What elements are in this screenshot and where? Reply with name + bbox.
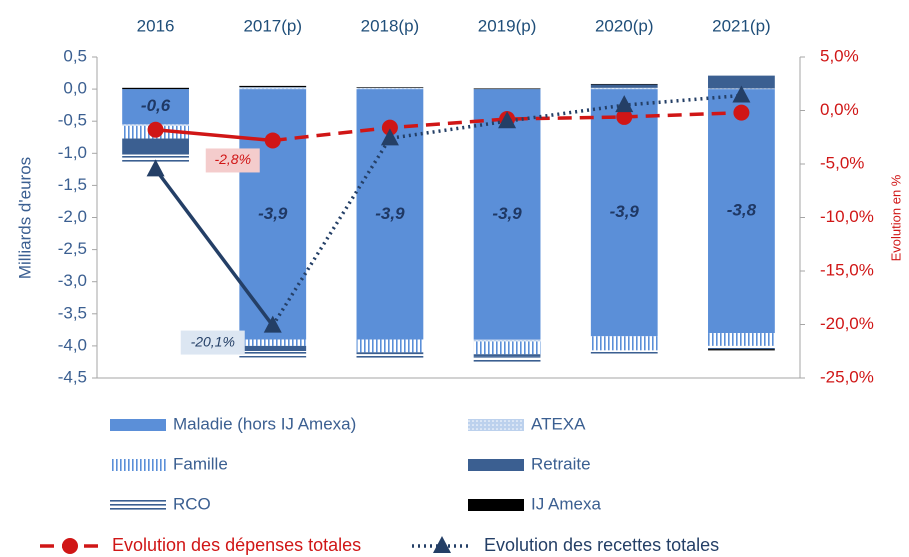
bar [590, 89, 658, 337]
bar [473, 339, 541, 342]
line-marker [263, 315, 282, 333]
bar [473, 341, 541, 355]
y2-tick-label: -15,0% [820, 260, 874, 279]
line-marker [733, 104, 750, 121]
line-marker [615, 95, 634, 113]
y-tick-label: -0,5 [58, 111, 87, 130]
bar [239, 351, 307, 358]
bar [122, 138, 189, 155]
y2-tick-label: -5,0% [820, 153, 864, 172]
line-marker [147, 121, 164, 138]
x-tick-label: 2016 [137, 16, 175, 35]
bar [590, 84, 658, 88]
bar [239, 345, 307, 352]
y-tick-label: -2,5 [58, 239, 87, 258]
line [154, 168, 275, 327]
legend-swatch [110, 459, 166, 471]
y2-tick-label: 5,0% [820, 46, 859, 65]
y2-tick-label: -25,0% [820, 367, 874, 386]
x-tick-label: 2017(p) [243, 16, 302, 35]
bar [122, 154, 189, 163]
y-tick-label: -4,5 [58, 367, 87, 386]
bar [473, 356, 541, 363]
bar [122, 87, 189, 90]
data-label-box [205, 148, 260, 173]
y-tick-label: -3,5 [58, 303, 87, 322]
legend-swatch [468, 499, 524, 511]
line-marker [498, 111, 517, 129]
line [155, 128, 273, 143]
x-tick-label: 2021(p) [712, 16, 771, 35]
line-marker [381, 119, 398, 136]
bar [473, 89, 541, 340]
x-tick-label: 2018(p) [361, 16, 420, 35]
line-marker [264, 132, 281, 149]
bar [708, 89, 775, 334]
y2-axis-title: Evolution en % [888, 174, 903, 261]
x-tick-label: 2020(p) [595, 16, 654, 35]
bar [356, 352, 424, 355]
data-label-box [180, 330, 245, 355]
legend-label: Retraite [531, 454, 591, 473]
bar-value-label: -3,9 [610, 202, 640, 221]
bar [122, 89, 189, 125]
legend-marker [62, 538, 78, 554]
legend-swatch [110, 499, 166, 511]
bar [590, 83, 658, 85]
legend-label: Evolution des recettes totales [484, 535, 719, 555]
y-tick-label: -3,0 [58, 271, 87, 290]
y-tick-label: -4,0 [58, 335, 87, 354]
legend-label: Famille [173, 454, 228, 473]
y-tick-label: 0,5 [63, 46, 87, 65]
legend-swatch [110, 419, 166, 431]
bar [708, 333, 775, 346]
bar-value-label: -3,9 [375, 204, 405, 223]
y2-tick-label: -10,0% [820, 207, 874, 226]
legend-label: Evolution des dépenses totales [112, 535, 361, 555]
y-tick-label: -2,0 [58, 207, 87, 226]
bar [239, 87, 307, 90]
bar [239, 339, 307, 346]
legend-label: Maladie (hors IJ Amexa) [173, 414, 356, 433]
y2-tick-label: 0,0% [820, 100, 859, 119]
bar [473, 354, 541, 357]
line-marker [380, 128, 399, 146]
line [272, 110, 742, 143]
legend-label: ATEXA [531, 414, 586, 433]
legend-swatch [468, 419, 524, 431]
bar [356, 354, 424, 360]
bar [708, 345, 775, 350]
legend-swatch [468, 459, 524, 471]
line-marker [616, 108, 633, 125]
y-tick-label: -1,5 [58, 175, 87, 194]
legend-marker [433, 536, 451, 553]
bar-value-label: -3,9 [258, 204, 288, 223]
bar [708, 75, 775, 89]
legend-label: IJ Amexa [531, 494, 601, 513]
line-marker [146, 159, 165, 177]
y2-tick-label: -20,0% [820, 314, 874, 333]
bar-value-label: -0,6 [141, 96, 171, 115]
bar [356, 87, 424, 90]
bar [708, 349, 775, 351]
bar [473, 88, 541, 90]
bar [356, 339, 424, 353]
line-marker [732, 85, 751, 103]
y-tick-label: -1,0 [58, 143, 87, 162]
data-label: -20,1% [191, 333, 235, 349]
bar [356, 87, 424, 88]
data-label: -2,8% [214, 151, 251, 167]
y-axis-title: Milliards d'euros [15, 157, 34, 279]
bar [239, 85, 307, 88]
bar-value-label: -3,9 [492, 204, 522, 223]
legend-label: RCO [173, 494, 211, 513]
x-tick-label: 2019(p) [478, 16, 537, 35]
bar [590, 87, 658, 90]
bar [590, 336, 658, 351]
bar-value-label: -3,8 [727, 201, 757, 220]
bar [590, 350, 658, 354]
y-tick-label: 0,0 [63, 79, 87, 98]
